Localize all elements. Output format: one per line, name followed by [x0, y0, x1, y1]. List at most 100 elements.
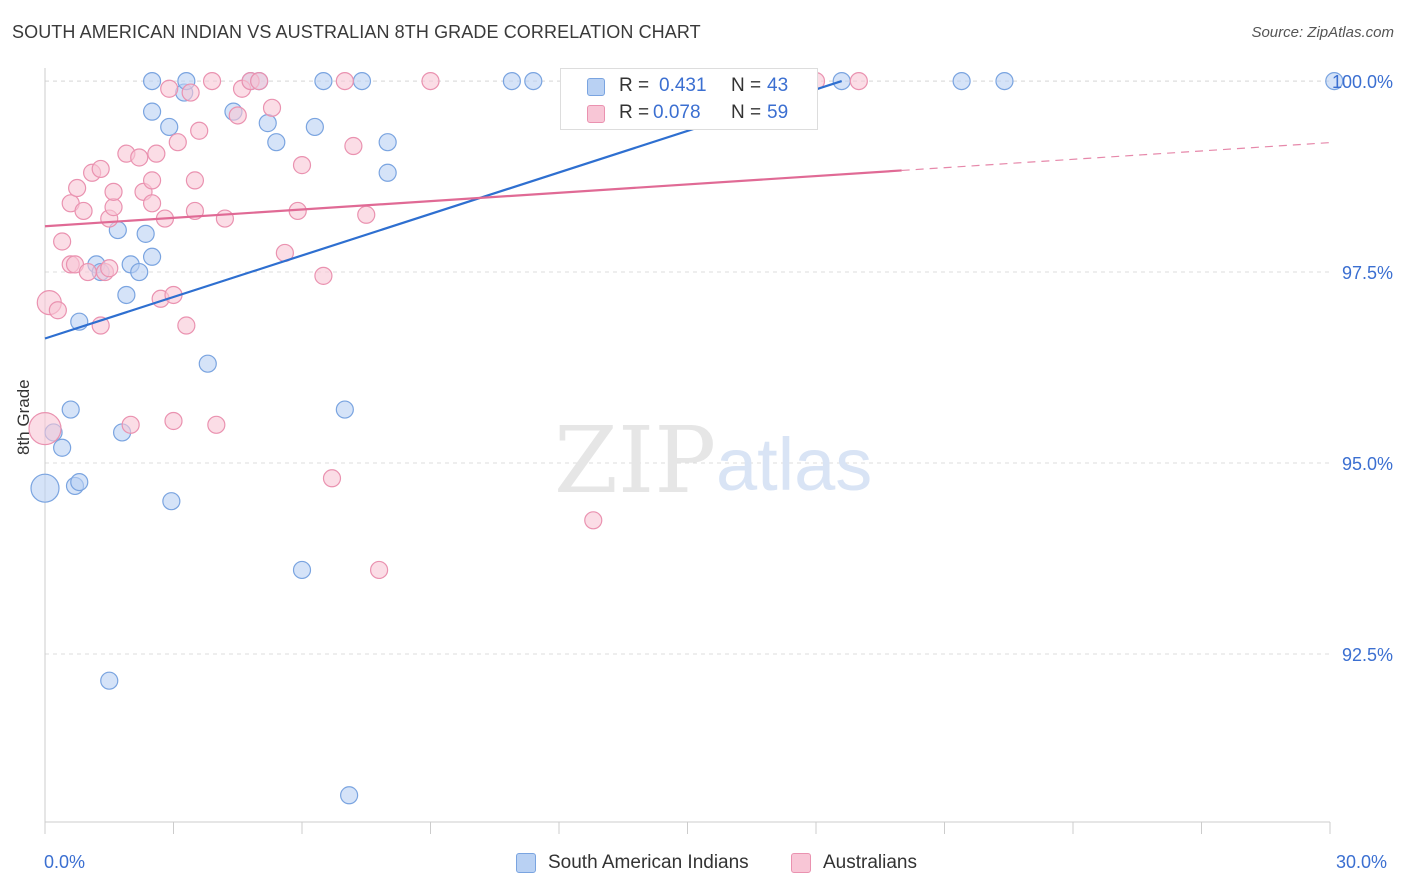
data-point — [335, 400, 354, 419]
data-point — [104, 198, 123, 217]
data-point — [142, 194, 162, 213]
pink-trend-line — [44, 169, 902, 228]
y-tick-label: 95.0% — [1342, 454, 1393, 474]
data-point — [160, 79, 179, 98]
data-point — [104, 182, 123, 201]
data-point — [502, 71, 521, 91]
n-label: N = — [731, 102, 762, 123]
x-tick-label-max: 30.0% — [1336, 852, 1388, 872]
data-point — [162, 492, 181, 511]
y-tick-label: 97.5% — [1342, 263, 1393, 283]
stats-legend-row-blue: R = 0.431 N = 43 — [561, 73, 817, 101]
data-point — [202, 71, 222, 91]
data-point — [181, 83, 200, 102]
data-point — [142, 71, 162, 91]
data-point — [357, 205, 376, 224]
n-value: 43 — [767, 75, 789, 96]
y-tick-label: 92.5% — [1342, 645, 1393, 665]
data-point — [30, 473, 60, 503]
data-point — [262, 98, 282, 117]
data-point — [584, 511, 603, 530]
data-point — [421, 71, 440, 91]
x-tick-label-min: 0.0% — [44, 852, 86, 872]
data-point — [335, 71, 354, 91]
y-tick-labels: 100.0% 97.5% 95.0% 92.5% — [1332, 72, 1393, 665]
data-point — [177, 316, 196, 335]
data-point — [258, 114, 277, 133]
data-point — [74, 201, 93, 221]
data-point — [53, 232, 72, 251]
stats-legend: R = 0.431 N = 43 R = 0.078 N = 59 — [560, 68, 818, 130]
data-point — [117, 285, 136, 305]
data-point — [250, 71, 269, 91]
stats-legend-row-pink: R = 0.078 N = 59 — [561, 100, 817, 128]
data-point — [53, 438, 72, 457]
watermark-zip: ZIP — [554, 407, 716, 514]
r-value: 0.078 — [653, 102, 701, 123]
data-point — [78, 262, 97, 282]
source-label: Source: ZipAtlas.com — [1251, 24, 1394, 41]
data-point — [68, 178, 87, 198]
data-point — [207, 415, 226, 434]
r-label: R = — [619, 75, 650, 96]
data-point — [100, 259, 119, 278]
legend-swatch-blue — [587, 78, 605, 96]
data-point — [147, 144, 166, 163]
legend-label: Australians — [823, 852, 917, 873]
pink-trend-extension — [901, 141, 1331, 172]
data-point — [142, 171, 162, 190]
data-point — [215, 209, 234, 228]
data-point — [198, 354, 217, 373]
r-value: 0.431 — [659, 75, 707, 96]
y-axis-label: 8th Grade — [14, 379, 33, 455]
data-point — [1325, 71, 1344, 91]
data-point — [121, 415, 140, 434]
data-point — [849, 71, 868, 91]
data-point — [352, 71, 372, 91]
data-point — [48, 301, 67, 320]
data-point — [267, 133, 286, 152]
data-point — [130, 262, 149, 282]
data-point — [61, 400, 80, 419]
y-tick-label: 100.0% — [1332, 72, 1393, 92]
data-point — [292, 560, 312, 580]
data-point — [100, 671, 119, 690]
legend-label: South American Indians — [548, 852, 749, 873]
r-label: R = — [619, 102, 650, 123]
watermark-atlas: atlas — [716, 423, 872, 506]
data-point — [314, 71, 333, 91]
data-point — [378, 133, 397, 152]
data-point — [168, 133, 187, 152]
data-point — [378, 163, 397, 182]
data-point — [164, 411, 183, 431]
data-point — [524, 71, 543, 91]
legend-swatch-pink — [791, 853, 811, 873]
data-point — [190, 121, 209, 140]
legend-swatch-blue — [516, 853, 536, 873]
chart-title: SOUTH AMERICAN INDIAN VS AUSTRALIAN 8TH … — [12, 22, 701, 42]
data-point — [292, 156, 312, 175]
data-point — [91, 159, 110, 179]
data-point — [314, 266, 333, 285]
data-point — [160, 117, 179, 137]
data-point — [344, 136, 363, 156]
legend-swatch-pink — [587, 105, 605, 123]
data-point — [28, 412, 62, 446]
n-label: N = — [731, 75, 762, 96]
data-point — [136, 224, 155, 243]
gridlines — [45, 80, 1330, 655]
data-point — [142, 247, 162, 266]
n-value: 59 — [767, 102, 789, 123]
data-point — [142, 102, 162, 121]
data-point — [70, 473, 89, 492]
data-point — [305, 117, 324, 137]
data-point — [952, 71, 971, 91]
data-point — [340, 786, 359, 805]
data-point — [185, 171, 205, 190]
data-point — [322, 469, 342, 488]
data-point — [370, 560, 389, 580]
data-point — [228, 106, 247, 125]
data-point — [130, 148, 149, 167]
data-point — [995, 71, 1014, 91]
